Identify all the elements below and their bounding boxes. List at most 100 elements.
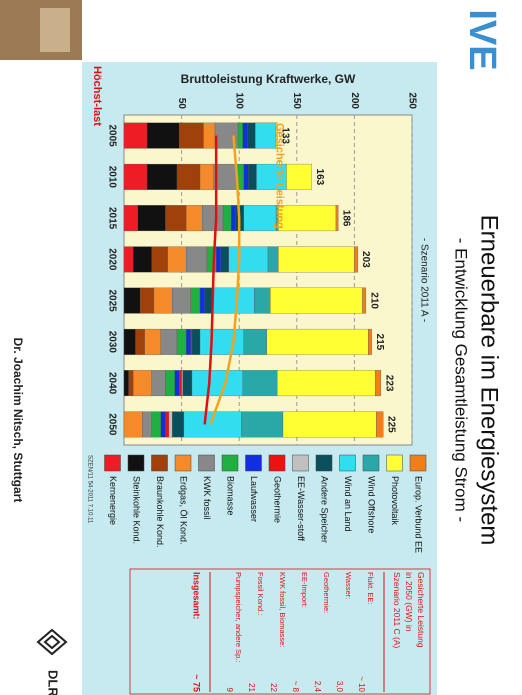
- bar-segment: [186, 246, 208, 273]
- legend-swatch: [315, 454, 333, 472]
- bar-segment: [199, 328, 244, 355]
- line-annotation: Höchst-last: [91, 66, 103, 126]
- bar-segment: [237, 122, 243, 149]
- bar-segment: [190, 328, 193, 355]
- bar-segment: [151, 411, 162, 438]
- bar-segment: [165, 370, 175, 397]
- photo-detail: [40, 8, 70, 52]
- bar-segment: [168, 411, 173, 438]
- bar-segment: [123, 205, 138, 232]
- bar-segment: [182, 370, 193, 397]
- bar-segment: [354, 246, 359, 273]
- note-row-label: Pumpspeicher, andere Sp.:: [234, 572, 243, 662]
- bar-segment: [191, 370, 243, 397]
- footer: Dr. Joachim Nitsch, Stuttgart: [11, 338, 25, 503]
- total-label: 215: [374, 334, 385, 351]
- bar-segment: [368, 328, 372, 355]
- bar-segment: [181, 370, 183, 397]
- legend-swatch: [104, 454, 121, 472]
- note-title: in 2050 (GW) in: [404, 572, 414, 632]
- bar-segment: [123, 122, 148, 149]
- bar-segment: [139, 287, 155, 314]
- bar-segment: [144, 328, 162, 355]
- legend-label: Wind Offshore: [367, 476, 377, 533]
- x-tick-label: 2010: [106, 166, 117, 189]
- bar-segment: [222, 205, 232, 232]
- dlr-symbol: [36, 628, 68, 656]
- legend-swatch: [386, 454, 403, 472]
- bar-segment: [275, 122, 278, 149]
- bar-segment: [376, 411, 384, 438]
- bar-segment: [146, 163, 178, 190]
- bar-segment: [266, 328, 369, 355]
- total-label: 210: [368, 292, 379, 309]
- bar-segment: [133, 246, 152, 273]
- legend-swatch: [127, 454, 145, 472]
- note-row-label: Fossil Kond.:: [256, 572, 265, 615]
- y-tick-label: 200: [349, 92, 360, 109]
- bar-segment: [254, 287, 271, 314]
- note-row-value: 22: [269, 683, 278, 692]
- dlr-logo: DLR: [46, 670, 61, 695]
- bar-segment: [243, 205, 277, 232]
- note-row-label: KWK fossil, Biomasse:: [278, 572, 287, 647]
- bar-segment: [374, 370, 382, 397]
- bar-segment: [216, 246, 221, 273]
- legend-swatch: [151, 454, 168, 472]
- bar-segment: [199, 163, 215, 190]
- slide-title: Erneuerbare im Energiesystem: [476, 215, 503, 546]
- note-row-label: Wasser:: [344, 572, 353, 599]
- bar-segment: [133, 370, 152, 397]
- bar-segment: [186, 205, 203, 232]
- bar-segment: [165, 205, 187, 232]
- bar-segment: [172, 411, 185, 438]
- bar-segment: [151, 370, 166, 397]
- bar-segment: [135, 328, 145, 355]
- legend-label: Laufwasser: [249, 476, 259, 522]
- logo: IVE: [461, 9, 503, 70]
- note-row-value: 3,0: [335, 681, 344, 693]
- legend-swatch: [198, 454, 215, 472]
- legend-label: Europ. Verbund EE: [414, 476, 424, 553]
- bar-segment: [123, 246, 134, 273]
- legend-label: Kernenergie: [108, 476, 118, 525]
- bar-segment: [174, 370, 180, 397]
- legend-swatch: [292, 454, 309, 472]
- bar-segment: [228, 246, 269, 273]
- bar-segment: [243, 328, 267, 355]
- source-note: SZEN/11 54-2011 7.10.11: [86, 455, 92, 524]
- bar-segment: [123, 328, 136, 355]
- bar-segment: [128, 370, 134, 397]
- bar-segment: [335, 205, 339, 232]
- bar-segment: [247, 122, 256, 149]
- bar-segment: [243, 163, 249, 190]
- note-box: [129, 568, 431, 695]
- bar-segment: [123, 411, 143, 438]
- bar-segment: [160, 328, 178, 355]
- legend-swatch: [362, 454, 380, 472]
- bar-segment: [267, 246, 279, 273]
- line-series: [203, 135, 218, 425]
- bar-segment: [278, 205, 337, 232]
- chart-subtitle: - Szenario 2011 A -: [418, 238, 429, 322]
- bar-segment: [199, 287, 205, 314]
- total-label: 203: [360, 251, 371, 268]
- bar-segment: [282, 411, 377, 438]
- y-axis-label: Bruttoleistung Kraftwerke, GW: [181, 72, 356, 86]
- bar-segment: [242, 370, 278, 397]
- bar-segment: [241, 411, 284, 438]
- y-tick-label: 150: [291, 92, 302, 109]
- bar-segment: [286, 163, 312, 190]
- total-label: 225: [386, 416, 397, 433]
- legend-label: EE-Wasser-stoff: [296, 476, 306, 542]
- legend-swatch: [245, 454, 262, 472]
- x-tick-label: 2040: [106, 372, 117, 395]
- note-total-label: Insgesamt:: [192, 572, 202, 620]
- legend-label: Braunkohle Kond.: [155, 476, 165, 548]
- note-row-label: Geothermie:: [322, 572, 331, 613]
- bar-segment: [186, 328, 191, 355]
- bar-segment: [142, 411, 152, 438]
- legend-swatch: [339, 454, 356, 472]
